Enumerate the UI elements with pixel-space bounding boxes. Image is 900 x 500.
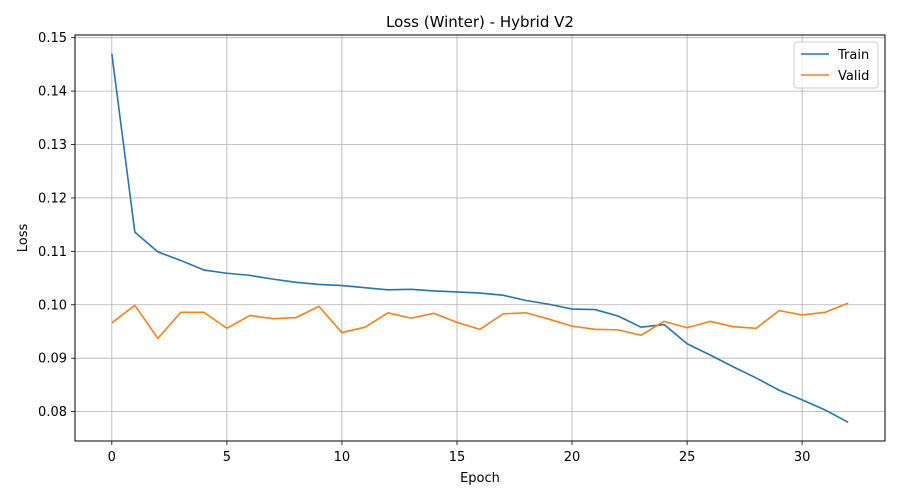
y-tick-label: 0.09	[38, 352, 67, 367]
y-tick-label: 0.08	[38, 405, 67, 420]
legend: Train Valid	[793, 41, 879, 89]
axis-ticks: 0 5 10 15 20 25 30 0.08 0.09 0.10 0.11 0.12 0.13 0.14…	[38, 31, 810, 465]
y-tick-label: 0.11	[38, 245, 67, 260]
y-tick-label: 0.15	[38, 31, 67, 46]
y-tick-label: 0.10	[38, 298, 67, 313]
x-tick-label: 15	[449, 450, 466, 465]
x-tick-label: 25	[679, 450, 696, 465]
x-tick-label: 20	[564, 450, 581, 465]
plot-frame	[74, 34, 886, 442]
y-tick-label: 0.13	[38, 138, 67, 153]
legend-label-train: Train	[837, 48, 869, 63]
y-axis-label: Loss	[16, 224, 31, 253]
series-line-train	[111, 53, 849, 424]
x-axis-label: Epoch	[460, 471, 500, 486]
y-tick-label: 0.12	[38, 191, 67, 206]
x-tick-label: 10	[334, 450, 351, 465]
series-line-valid	[111, 302, 849, 340]
x-tick-label: 0	[108, 450, 116, 465]
x-tick-label: 5	[223, 450, 231, 465]
chart-title: Loss (Winter) - Hybrid V2	[386, 13, 574, 31]
legend-label-valid: Valid	[838, 69, 869, 84]
grid	[75, 35, 885, 441]
series-lines	[111, 53, 849, 424]
x-tick-label: 30	[794, 450, 811, 465]
y-tick-label: 0.14	[38, 85, 67, 100]
